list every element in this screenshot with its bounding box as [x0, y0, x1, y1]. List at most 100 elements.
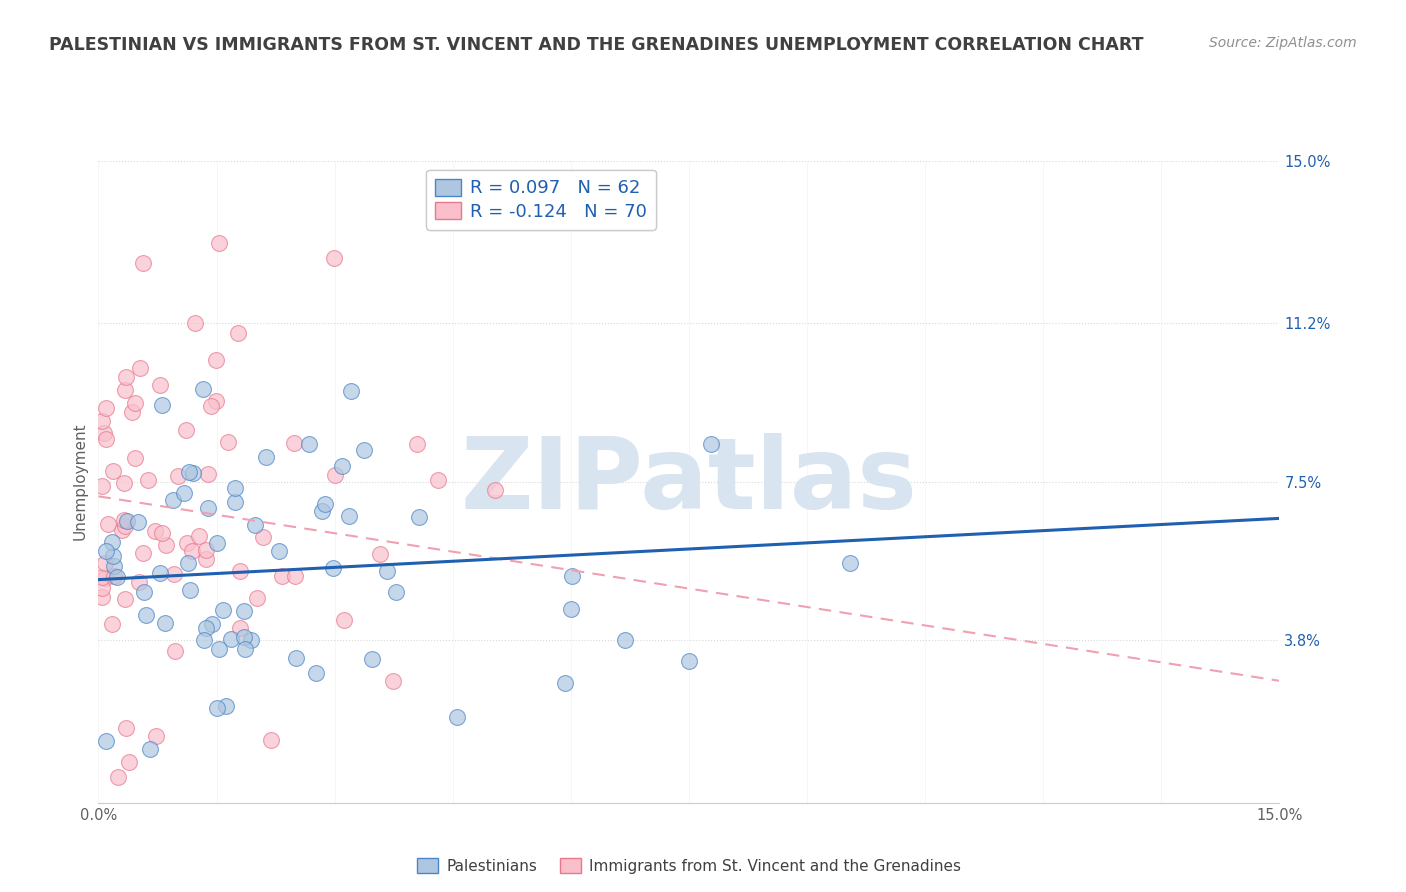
Point [484, 483, 506, 498]
Point [145, 730, 167, 744]
Point [139, 742, 162, 756]
Point [96, 733, 118, 747]
Point [107, 570, 129, 584]
Point [149, 378, 172, 392]
Point [360, 652, 382, 666]
Point [208, 642, 231, 657]
Point [162, 567, 184, 582]
Point [103, 464, 125, 478]
Point [228, 564, 250, 578]
Point [91, 591, 114, 605]
Point [127, 516, 149, 530]
Point [314, 497, 336, 511]
Text: Source: ZipAtlas.com: Source: ZipAtlas.com [1209, 36, 1357, 50]
Point [446, 710, 468, 724]
Point [554, 676, 576, 690]
Point [205, 536, 228, 550]
Point [224, 494, 246, 508]
Point [226, 326, 249, 341]
Point [181, 543, 204, 558]
Point [252, 530, 274, 544]
Point [91, 479, 114, 493]
Point [614, 633, 637, 648]
Point [560, 569, 582, 583]
Point [385, 585, 408, 599]
Point [188, 529, 211, 543]
Point [155, 616, 177, 631]
Point [193, 632, 215, 647]
Point [118, 756, 141, 770]
Point [129, 361, 152, 376]
Point [179, 465, 201, 479]
Point [333, 613, 356, 627]
Point [115, 370, 138, 384]
Point [128, 574, 150, 589]
Point [149, 566, 172, 580]
Point [311, 503, 333, 517]
Point [181, 467, 204, 481]
Point [195, 543, 218, 558]
Point [177, 556, 200, 570]
Point [97, 517, 120, 532]
Point [121, 405, 143, 419]
Point [197, 467, 219, 481]
Point [678, 654, 700, 668]
Point [195, 621, 218, 635]
Point [101, 535, 124, 549]
Point [217, 434, 239, 449]
Legend: R = 0.097   N = 62, R = -0.124   N = 70: R = 0.097 N = 62, R = -0.124 N = 70 [426, 169, 655, 230]
Point [94, 401, 117, 415]
Point [305, 666, 328, 681]
Point [375, 564, 398, 578]
Point [112, 476, 135, 491]
Point [111, 523, 134, 537]
Point [325, 468, 347, 483]
Y-axis label: Unemployment: Unemployment [72, 423, 87, 541]
Text: ZIPatlas: ZIPatlas [461, 434, 917, 530]
Point [205, 353, 228, 368]
Point [267, 543, 290, 558]
Point [208, 235, 231, 250]
Point [184, 316, 207, 330]
Point [91, 414, 114, 428]
Point [155, 538, 177, 552]
Point [233, 642, 256, 657]
Point [94, 571, 117, 585]
Point [284, 568, 307, 582]
Point [94, 556, 117, 570]
Point [283, 435, 305, 450]
Point [205, 394, 228, 409]
Point [239, 632, 262, 647]
Point [174, 423, 197, 437]
Point [165, 644, 187, 658]
Point [211, 603, 233, 617]
Point [131, 546, 153, 560]
Point [201, 616, 224, 631]
Point [246, 591, 269, 605]
Point [91, 581, 114, 595]
Point [233, 630, 256, 644]
Point [224, 481, 246, 495]
Point [427, 473, 450, 487]
Point [560, 602, 582, 616]
Point [94, 432, 117, 446]
Point [406, 436, 429, 450]
Point [243, 518, 266, 533]
Point [193, 382, 215, 396]
Point [700, 437, 723, 451]
Point [115, 514, 138, 528]
Point [260, 733, 283, 747]
Point [340, 384, 363, 398]
Point [219, 632, 242, 646]
Point [114, 383, 136, 397]
Point [176, 536, 198, 550]
Point [298, 437, 321, 451]
Point [132, 585, 155, 599]
Point [101, 549, 124, 564]
Point [200, 399, 222, 413]
Point [322, 561, 344, 575]
Point [205, 701, 228, 715]
Point [167, 469, 190, 483]
Point [96, 543, 118, 558]
Point [368, 547, 391, 561]
